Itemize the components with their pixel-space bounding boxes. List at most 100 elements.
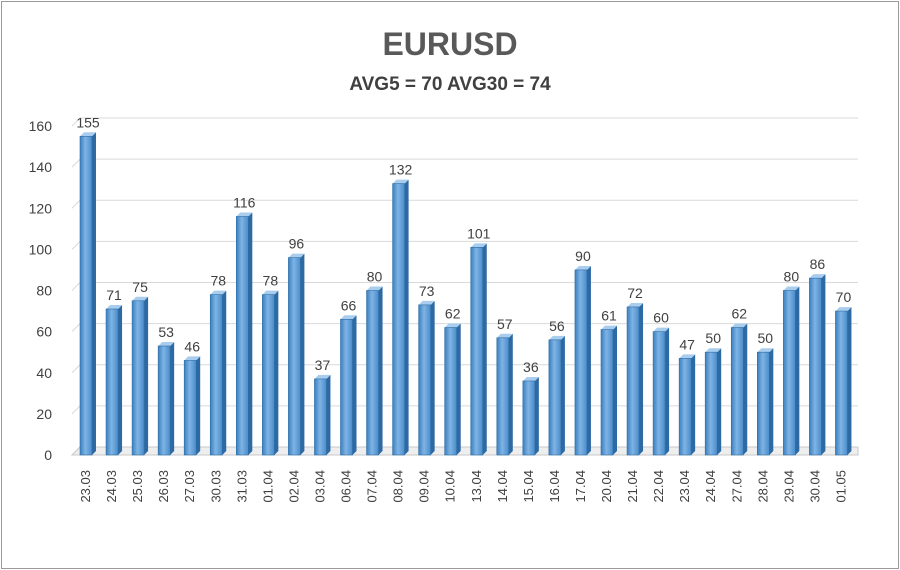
bar-top (210, 290, 227, 295)
bar-side (92, 132, 96, 455)
x-tick-label: 25.03 (130, 470, 145, 503)
chart-subtitle: AVG5 = 70 AVG30 = 74 (349, 74, 551, 95)
data-label: 86 (810, 256, 826, 272)
bar (704, 348, 722, 456)
data-label: 132 (389, 162, 413, 178)
bar-side (769, 348, 774, 455)
data-label: 36 (523, 359, 539, 375)
bar (652, 327, 670, 456)
data-label: 72 (627, 285, 643, 301)
bar-front (470, 247, 484, 456)
bar (392, 179, 409, 456)
bar-front (835, 310, 848, 456)
bar-front (756, 351, 770, 456)
x-tick-label: 24.03 (104, 470, 119, 503)
y-tick-label: 20 (36, 406, 52, 422)
y-tick-label: 120 (29, 200, 53, 216)
bar (548, 335, 565, 456)
bar (262, 290, 279, 456)
bar-top (731, 323, 748, 328)
x-tick-label: 08.04 (391, 470, 406, 503)
bar-front (678, 358, 692, 456)
bar-front (600, 329, 614, 456)
gridline-side (71, 405, 81, 415)
bar (600, 325, 617, 456)
bar-top (601, 325, 617, 330)
y-tick-label: 60 (36, 324, 52, 340)
bar-side (170, 342, 175, 455)
x-tick-label: 20.04 (599, 470, 614, 503)
data-label: 116 (233, 194, 256, 210)
bar-top (653, 327, 670, 332)
data-label: 61 (601, 308, 617, 324)
x-tick-label: 30.04 (807, 470, 822, 503)
bar-top (705, 348, 722, 353)
data-label: 90 (575, 248, 591, 264)
bar-top (470, 243, 487, 248)
data-label: 75 (132, 279, 148, 295)
bar-top (496, 333, 513, 338)
bar-top (783, 286, 800, 291)
bar-side (222, 290, 227, 455)
y-axis-ticks: 0 20 40 60 80 100 120 140 160 (29, 118, 53, 463)
y-tick-label: 140 (29, 159, 53, 175)
data-labels: 155 71 75 53 46 78 116 78 96 37 66 80 132 73 62 101 57 36… (76, 114, 851, 375)
bar-top (835, 307, 852, 312)
data-label: 53 (158, 324, 174, 340)
bar-side (508, 333, 513, 455)
bar-side (300, 253, 305, 455)
data-label: 78 (210, 273, 226, 289)
x-tick-label: 27.04 (729, 470, 744, 503)
bar (522, 376, 539, 456)
bar-side (821, 274, 826, 455)
x-tick-label: 03.04 (312, 470, 327, 503)
bar-top (340, 315, 357, 320)
bar-top (679, 354, 696, 359)
y-tick-label: 40 (36, 365, 52, 381)
bar-top (444, 323, 461, 328)
bar-front (652, 331, 666, 456)
data-label: 37 (315, 357, 331, 373)
chart-title: EURUSD (382, 26, 518, 62)
x-tick-label: 01.05 (833, 470, 848, 503)
bar-top (627, 302, 644, 307)
bar-side (274, 290, 279, 455)
bar-side (743, 323, 748, 455)
bar-front (704, 351, 718, 456)
data-label: 80 (784, 269, 800, 285)
bar (288, 253, 305, 456)
bar-front (366, 290, 379, 456)
data-label: 60 (653, 310, 669, 326)
bar (783, 286, 800, 456)
bar-top (366, 286, 383, 291)
bar-top (392, 179, 409, 184)
bar-front (392, 183, 405, 456)
bar (678, 354, 696, 456)
x-tick-label: 13.04 (469, 470, 484, 503)
bar-top (809, 274, 826, 279)
bar (314, 374, 331, 456)
bar-front (209, 294, 223, 456)
bar (809, 274, 826, 456)
data-label: 50 (705, 330, 721, 346)
bar-top (236, 212, 253, 217)
data-label: 70 (836, 289, 852, 305)
bar-top (158, 342, 175, 347)
data-label: 78 (263, 273, 279, 289)
bar-front (444, 327, 458, 456)
bar-side (352, 315, 357, 455)
x-tick-label: 26.03 (156, 470, 171, 503)
x-tick-label: 27.03 (182, 470, 197, 503)
bar-front (183, 360, 197, 456)
bar-side (430, 300, 435, 455)
x-tick-label: 30.03 (208, 470, 223, 503)
bar-side (691, 354, 696, 455)
bar (756, 348, 774, 456)
gridline-side (71, 323, 81, 332)
x-tick-label: 02.04 (286, 470, 301, 503)
data-label: 57 (497, 316, 513, 332)
data-label: 96 (289, 236, 305, 252)
bar-side (847, 307, 852, 455)
bar-side (248, 212, 253, 455)
